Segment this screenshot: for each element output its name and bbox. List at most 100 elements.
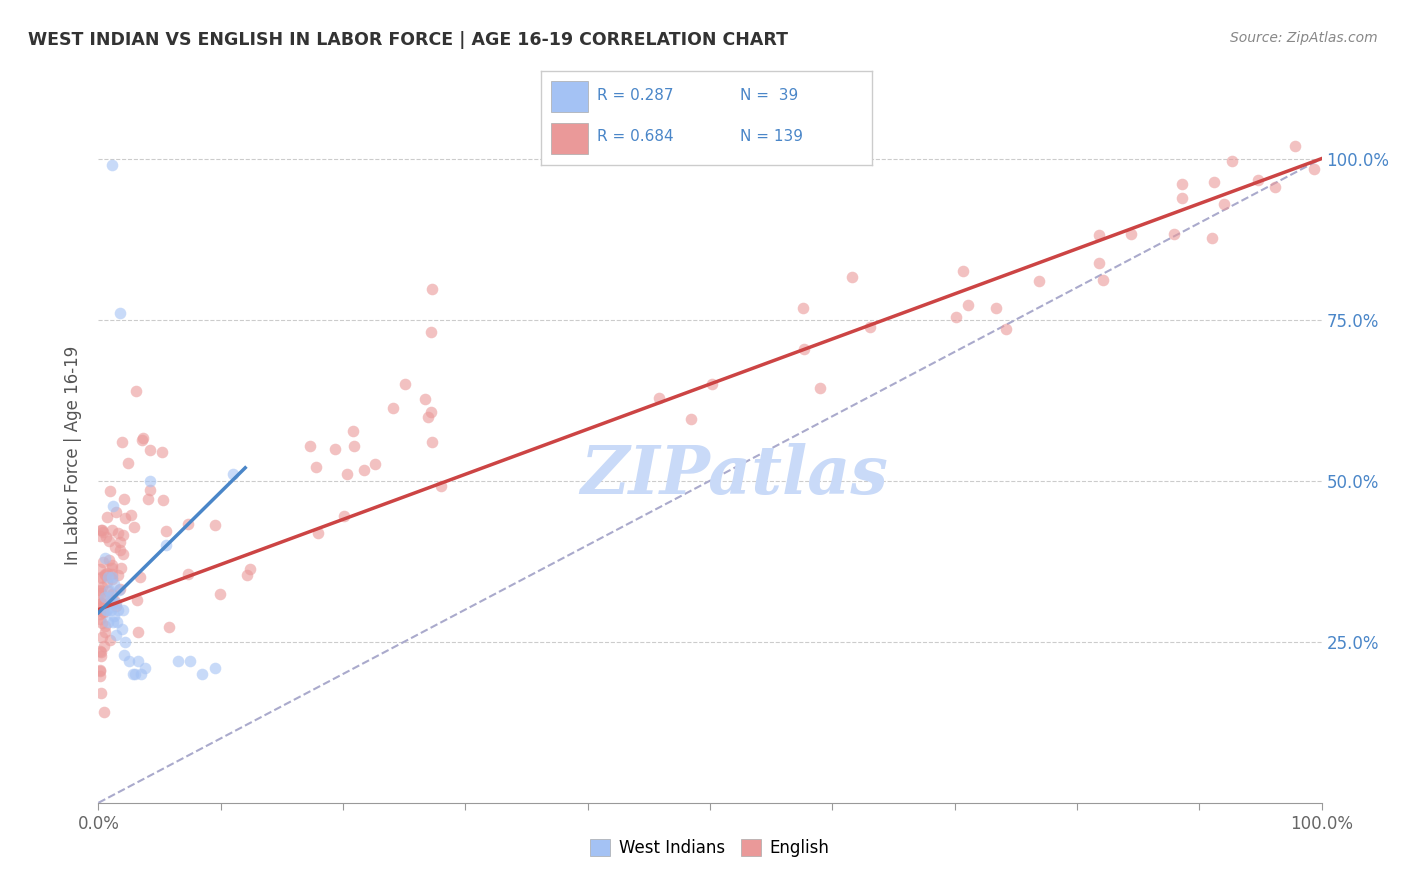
Point	[103, 592, 125, 607]
Point	[793, 343, 815, 357]
Point	[342, 425, 364, 439]
Point	[93, 605, 115, 619]
Point	[841, 269, 863, 284]
Point	[89, 584, 111, 599]
Point	[93, 551, 115, 566]
Point	[98, 534, 121, 549]
Point	[128, 570, 150, 584]
Point	[112, 492, 135, 507]
Point	[700, 377, 723, 392]
Text: R = 0.287: R = 0.287	[598, 88, 673, 103]
Point	[131, 433, 153, 447]
Point	[101, 500, 124, 514]
Point	[995, 321, 1018, 335]
Point	[104, 628, 127, 642]
Point	[121, 508, 143, 523]
Point	[108, 583, 131, 598]
Point	[104, 541, 127, 555]
Point	[679, 412, 702, 426]
Point	[103, 609, 125, 624]
Point	[1163, 227, 1185, 241]
Point	[191, 667, 214, 681]
Point	[89, 664, 111, 678]
Point	[1213, 196, 1236, 211]
Point	[108, 535, 131, 549]
Point	[103, 576, 125, 591]
Text: ZIPatlas: ZIPatlas	[581, 443, 889, 508]
Point	[101, 558, 124, 573]
Point	[108, 582, 131, 596]
Point	[139, 483, 162, 498]
Point	[155, 524, 177, 538]
Point	[299, 438, 322, 452]
Point	[957, 298, 980, 312]
Point	[1171, 191, 1194, 205]
Point	[1028, 274, 1050, 288]
Point	[101, 158, 124, 172]
Point	[101, 596, 124, 610]
Point	[121, 667, 143, 681]
Text: R = 0.684: R = 0.684	[598, 129, 673, 145]
Point	[96, 602, 118, 616]
Bar	[551, 123, 588, 153]
Point	[90, 596, 112, 610]
Point	[125, 384, 148, 398]
Point	[129, 667, 152, 681]
Point	[104, 596, 127, 610]
Point	[131, 431, 153, 445]
Point	[94, 624, 117, 639]
Bar	[551, 81, 588, 112]
Point	[136, 491, 159, 506]
Point	[112, 528, 135, 542]
Point	[305, 460, 328, 475]
Point	[236, 568, 259, 582]
Point	[101, 570, 124, 584]
Point	[89, 597, 111, 611]
Point	[127, 625, 149, 640]
Text: Source: ZipAtlas.com: Source: ZipAtlas.com	[1230, 31, 1378, 45]
Point	[420, 405, 443, 419]
Point	[90, 630, 112, 644]
Point	[98, 483, 121, 498]
Point	[91, 605, 114, 619]
Point	[91, 555, 114, 569]
Point	[1220, 154, 1243, 169]
Point	[134, 660, 156, 674]
Point	[100, 590, 122, 604]
Point	[138, 443, 160, 458]
Point	[112, 648, 135, 662]
Point	[177, 517, 200, 532]
Point	[107, 525, 129, 540]
Point	[105, 599, 128, 613]
Point	[90, 649, 112, 664]
Point	[239, 562, 262, 576]
Point	[381, 401, 404, 415]
Point	[139, 474, 162, 488]
Point	[89, 607, 111, 622]
Point	[110, 306, 132, 320]
Point	[96, 566, 118, 581]
Point	[204, 518, 226, 533]
Point	[204, 660, 226, 674]
Point	[157, 620, 180, 634]
Point	[89, 562, 111, 576]
Point	[1284, 138, 1306, 153]
Point	[111, 602, 134, 616]
Point	[89, 643, 111, 657]
Point	[1087, 256, 1109, 270]
Point	[90, 586, 112, 600]
Point	[98, 594, 121, 608]
Point	[98, 632, 121, 647]
Point	[101, 566, 124, 581]
Point	[353, 463, 375, 477]
Point	[105, 505, 128, 519]
Point	[94, 602, 117, 616]
Point	[101, 561, 124, 575]
Point	[1303, 162, 1326, 177]
Point	[96, 574, 118, 589]
Point	[100, 602, 122, 616]
Point	[90, 645, 112, 659]
Point	[90, 572, 112, 586]
Point	[343, 439, 366, 453]
Point	[114, 510, 136, 524]
